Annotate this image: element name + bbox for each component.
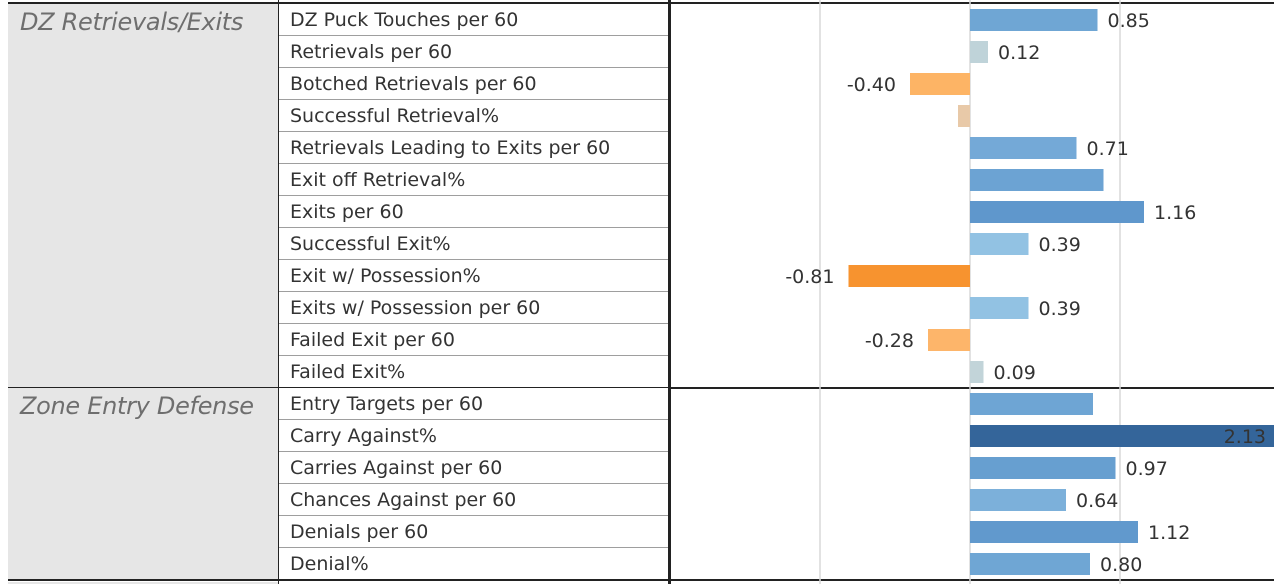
metric-label: Denials per 60 <box>290 521 429 543</box>
metric-label: Entry Targets per 60 <box>290 393 484 415</box>
metric-row: Botched Retrievals per 60 <box>279 68 668 100</box>
metric-row: Carry Against% <box>279 420 668 452</box>
metric-label: Carries Against per 60 <box>290 457 503 479</box>
metric-row: Entry Targets per 60 <box>279 388 668 420</box>
metric-label: Failed Exit% <box>290 361 406 383</box>
metric-label: Denial% <box>290 553 369 575</box>
group-cell: DZ Retrievals/Exits <box>8 4 278 388</box>
metric-row: Denial% <box>279 548 668 580</box>
value-label: 0.12 <box>998 42 1040 64</box>
metric-row: Chances Against per 60 <box>279 484 668 516</box>
metric-row: Carries Against per 60 <box>279 452 668 484</box>
bar <box>970 553 1090 575</box>
bar <box>970 425 1274 447</box>
table-top-border <box>8 2 1274 4</box>
bar <box>970 393 1093 415</box>
metric-row: Successful Exit% <box>279 228 668 260</box>
value-label: -0.81 <box>785 266 834 288</box>
metric-row: Exits per 60 <box>279 196 668 228</box>
bar <box>970 169 1104 191</box>
metric-label: Failed Exit per 60 <box>290 329 455 351</box>
group-label: Zone Entry Defense <box>20 392 254 420</box>
value-label: 2.13 <box>1224 426 1266 448</box>
value-label: 0.64 <box>1076 490 1118 512</box>
value-label: 0.80 <box>1100 554 1142 576</box>
bar <box>970 9 1098 31</box>
column-divider-0 <box>278 0 279 584</box>
metric-label: Exits per 60 <box>290 201 404 223</box>
bar <box>970 297 1029 319</box>
metric-label: Successful Retrieval% <box>290 105 500 127</box>
bar <box>910 73 970 95</box>
value-label: -0.40 <box>847 74 896 96</box>
group-label: DZ Retrievals/Exits <box>20 8 244 36</box>
bar <box>970 41 988 63</box>
next-group-cell <box>8 582 278 584</box>
value-label: 0.09 <box>994 362 1036 384</box>
bar <box>970 201 1144 223</box>
value-label: 0.39 <box>1039 298 1081 320</box>
metric-label: Chances Against per 60 <box>290 489 517 511</box>
bar <box>928 329 970 351</box>
metric-label: Exit w/ Possession% <box>290 265 481 287</box>
metric-row: Denials per 60 <box>279 516 668 548</box>
column-divider-1 <box>668 0 671 584</box>
metric-label: Carry Against% <box>290 425 437 447</box>
group-cell: Zone Entry Defense <box>8 388 278 580</box>
bar <box>848 265 970 287</box>
bar <box>970 137 1077 159</box>
metric-label: Botched Retrievals per 60 <box>290 73 537 95</box>
metric-label: Exits w/ Possession per 60 <box>290 297 541 319</box>
bar <box>970 521 1138 543</box>
value-label: -0.28 <box>865 330 914 352</box>
metric-row: Exit off Retrieval% <box>279 164 668 196</box>
value-label: 0.39 <box>1039 234 1081 256</box>
metric-label: Successful Exit% <box>290 233 451 255</box>
bar <box>970 489 1066 511</box>
value-label: 0.71 <box>1087 138 1129 160</box>
metric-row: Retrievals Leading to Exits per 60 <box>279 132 668 164</box>
bar <box>970 233 1029 255</box>
metric-row: DZ Puck Touches per 60 <box>279 4 668 36</box>
metric-row: Retrievals per 60 <box>279 36 668 68</box>
metric-row: Failed Exit% <box>279 356 668 388</box>
metric-row: Exits w/ Possession per 60 <box>279 292 668 324</box>
bar <box>970 457 1116 479</box>
metric-row: Failed Exit per 60 <box>279 324 668 356</box>
metric-label: Exit off Retrieval% <box>290 169 466 191</box>
metric-row: Exit w/ Possession% <box>279 260 668 292</box>
metric-label: Retrievals Leading to Exits per 60 <box>290 137 611 159</box>
metric-row: Successful Retrieval% <box>279 100 668 132</box>
value-label: 0.85 <box>1108 10 1150 32</box>
metric-label: DZ Puck Touches per 60 <box>290 9 519 31</box>
group-separator <box>8 579 1274 581</box>
value-label: 1.16 <box>1154 202 1196 224</box>
value-label: 0.97 <box>1126 458 1168 480</box>
bar <box>958 105 970 127</box>
value-label: 1.12 <box>1148 522 1190 544</box>
metric-label: Retrievals per 60 <box>290 41 453 63</box>
bar <box>970 361 984 383</box>
